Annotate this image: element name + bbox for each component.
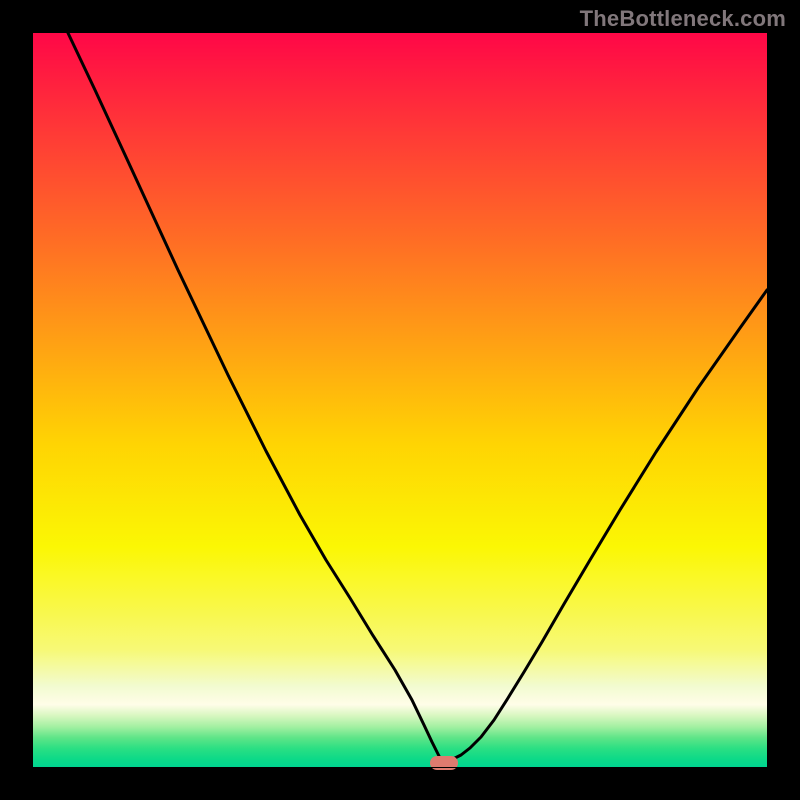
bottleneck-chart <box>0 0 800 800</box>
chart-container: TheBottleneck.com <box>0 0 800 800</box>
watermark-label: TheBottleneck.com <box>580 6 786 32</box>
plot-background <box>33 33 767 767</box>
